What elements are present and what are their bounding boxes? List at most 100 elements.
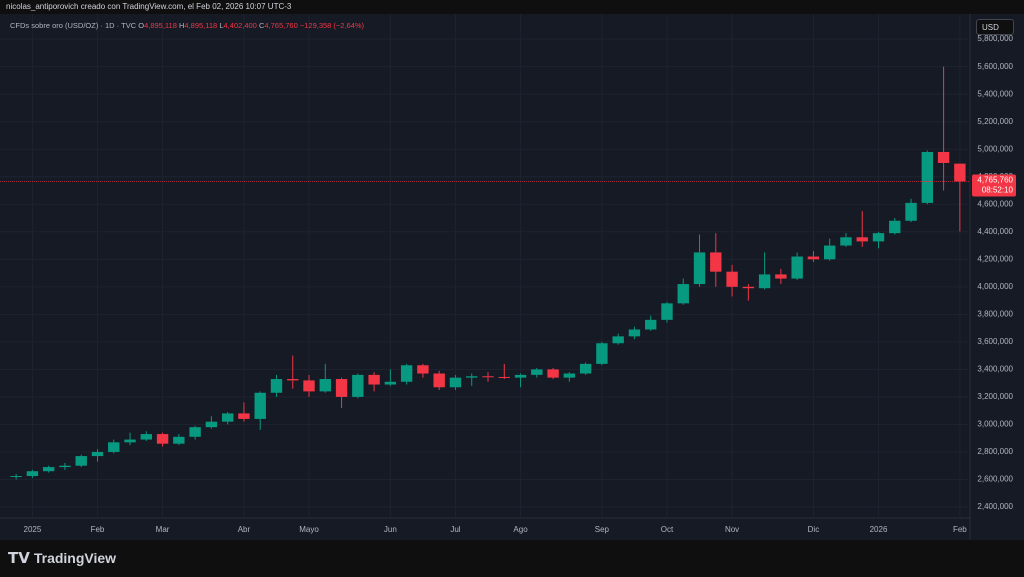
x-tick-label: Jun — [384, 525, 397, 534]
candle-body — [59, 465, 71, 468]
price-tag-label: 4,765,760 — [977, 176, 1013, 185]
candle-body — [140, 434, 152, 440]
y-tick-label: 3,800,000 — [977, 309, 1013, 318]
candle-body — [466, 376, 478, 378]
currency-button[interactable]: USD — [976, 19, 1014, 35]
ohlc-value: 4,895,118 — [144, 21, 177, 30]
candle-body — [726, 271, 738, 287]
legend: CFDs sobre oro (USD/OZ) · 1D · TVC O4,89… — [10, 21, 364, 30]
y-tick-label: 4,400,000 — [977, 227, 1013, 236]
candle-body — [612, 336, 624, 344]
ohlc-label: H — [178, 21, 185, 30]
ohlc-label: L — [219, 21, 224, 30]
symbol: CFDs sobre oro (USD/OZ) · 1D · TVC — [10, 21, 137, 30]
candle-body — [628, 329, 641, 337]
candle-body — [661, 303, 673, 320]
candle-body — [872, 233, 885, 242]
candle-body — [775, 274, 787, 279]
y-tick-label: 4,200,000 — [977, 254, 1013, 263]
y-tick-label: 2,600,000 — [977, 475, 1013, 484]
price-tag — [972, 174, 1016, 197]
candle-body — [124, 439, 136, 443]
candle-body — [108, 442, 120, 452]
candle-body — [368, 374, 380, 385]
candle-body — [889, 220, 901, 234]
candle-body — [856, 237, 868, 242]
candle-body — [287, 379, 299, 381]
y-tick-label: 3,000,000 — [977, 420, 1013, 429]
candle-body — [482, 376, 494, 378]
candle-body — [677, 284, 689, 304]
candle-body — [156, 434, 169, 444]
candle-body — [807, 256, 820, 260]
ohlc-label: C — [258, 21, 265, 30]
candle-body — [189, 427, 201, 437]
candle-body — [905, 202, 917, 221]
logo: 𝗧𝗩 TradingView — [8, 549, 116, 567]
candle-body — [693, 252, 706, 285]
x-tick-label: Feb — [91, 525, 105, 534]
author-line: nicolas_antiporovich creado con TradingV… — [6, 2, 292, 11]
y-tick-label: 5,000,000 — [977, 144, 1013, 153]
ohlc-label: O — [138, 21, 145, 30]
chart-background — [0, 14, 1024, 540]
candle-body — [596, 343, 608, 364]
x-tick-label: Mayo — [299, 525, 319, 534]
countdown-label: 08:52:10 — [982, 186, 1014, 195]
candle-body — [433, 373, 445, 388]
logo-icon: 𝗧𝗩 — [8, 550, 30, 567]
y-tick-label: 4,600,000 — [977, 199, 1013, 208]
x-tick-label: Mar — [156, 525, 170, 534]
y-tick-label: 2,400,000 — [977, 502, 1013, 511]
candle-body — [335, 379, 348, 397]
candle-body — [937, 151, 950, 163]
y-tick-label: 5,600,000 — [977, 62, 1013, 71]
candle-body — [384, 381, 397, 385]
candle-body — [270, 379, 283, 393]
candle-body — [42, 467, 55, 472]
x-tick-label: Jul — [450, 525, 460, 534]
candle-body — [547, 369, 559, 378]
ohlc-value: 4,765,760 — [264, 21, 298, 30]
y-tick-label: 5,400,000 — [977, 89, 1013, 98]
candle-body — [742, 286, 755, 289]
candle-body — [254, 392, 266, 419]
candle-body — [319, 379, 331, 392]
candle-body — [91, 451, 104, 457]
y-tick-label: 3,600,000 — [977, 337, 1013, 346]
candle-body — [238, 413, 250, 419]
y-tick-label: 3,200,000 — [977, 392, 1013, 401]
candle-body — [400, 365, 413, 382]
candle-body — [645, 319, 657, 330]
candle-body — [824, 245, 836, 260]
candle-body — [710, 252, 722, 272]
x-tick-label: Sep — [595, 525, 610, 534]
candle-body — [758, 274, 771, 289]
ohlc-value: 4,895,118 — [184, 21, 218, 30]
x-tick-label: Dic — [808, 525, 820, 534]
candle-body — [921, 151, 934, 203]
change: −129,358 (−2,64%) — [299, 21, 365, 30]
x-tick-label: Feb — [953, 525, 967, 534]
candle-body — [173, 436, 185, 444]
y-tick-label: 5,200,000 — [977, 117, 1013, 126]
x-tick-label: Oct — [661, 525, 674, 534]
candle-body — [531, 369, 543, 375]
x-tick-label: Ago — [513, 525, 528, 534]
candle-body — [563, 373, 576, 378]
candle-body — [303, 380, 315, 392]
candle-body — [221, 413, 234, 422]
candle-body — [352, 374, 364, 397]
candle-body — [10, 476, 22, 478]
candle-body — [498, 376, 510, 378]
candle-body — [954, 163, 966, 182]
candle-body — [791, 256, 803, 279]
candle-body — [205, 421, 218, 428]
candle-body — [26, 471, 39, 477]
candle-body — [514, 374, 527, 378]
y-tick-label: 2,800,000 — [977, 447, 1013, 456]
candle-body — [75, 456, 87, 466]
ohlc-value: 4,402,400 — [223, 21, 257, 30]
